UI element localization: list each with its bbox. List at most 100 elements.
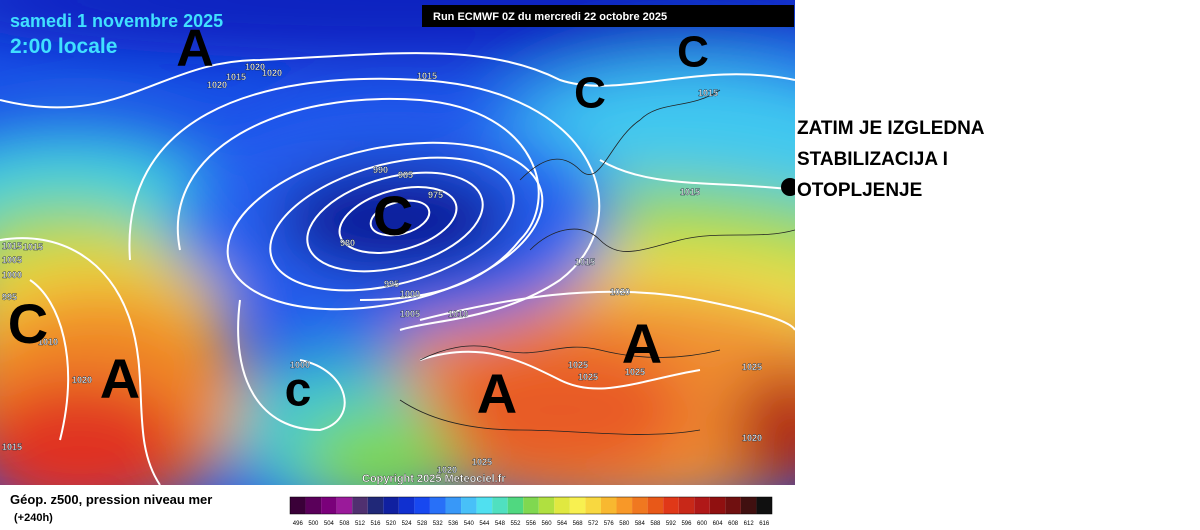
scale-swatch <box>663 497 679 514</box>
scale-label: 524 <box>402 521 413 527</box>
scale-label: 608 <box>728 521 739 527</box>
pressure-label: 995 <box>2 292 17 302</box>
scale-swatch <box>461 497 477 514</box>
scale-label: 552 <box>510 521 521 527</box>
scale-swatch <box>305 497 322 514</box>
scale-swatch <box>414 497 430 514</box>
scale-swatch <box>756 497 772 514</box>
pressure-label: 1020 <box>610 287 630 297</box>
scale-label: 504 <box>324 521 335 527</box>
scale-label: 568 <box>573 521 584 527</box>
scale-label: 556 <box>526 521 537 527</box>
low-center: C <box>574 69 606 118</box>
valid-time: 2:00 locale <box>10 35 117 58</box>
scale-label: 564 <box>557 521 568 527</box>
scale-label: 572 <box>588 521 599 527</box>
pressure-label: 1010 <box>448 309 468 319</box>
pressure-label: 1015 <box>698 88 718 98</box>
scale-swatch <box>367 497 384 514</box>
high-center: A <box>622 312 662 375</box>
run-info: Run ECMWF 0Z du mercredi 22 octobre 2025 <box>433 11 667 23</box>
pressure-label: 995 <box>384 279 399 289</box>
pressure-label: 980 <box>340 238 355 248</box>
scale-swatch <box>569 497 586 514</box>
scale-label: 536 <box>448 521 459 527</box>
scale-label: 548 <box>495 521 506 527</box>
scale-label: 616 <box>759 521 770 527</box>
scale-label: 540 <box>464 521 475 527</box>
scale-swatch <box>445 497 462 514</box>
caption-line: ZATIM JE IZGLEDNA <box>797 118 985 139</box>
scale-swatch <box>585 497 601 514</box>
scale-border <box>289 496 773 515</box>
pressure-label: 1000 <box>400 289 420 299</box>
scale-label: 520 <box>386 521 397 527</box>
scale-swatch <box>616 497 633 514</box>
scale-swatch <box>321 497 337 514</box>
pressure-label: 1025 <box>472 457 492 467</box>
map: 1020 1015 1020 1020 1015 1015 990 985 97… <box>0 0 795 485</box>
scale-swatch <box>507 497 524 514</box>
low-center: c <box>285 364 312 417</box>
pressure-label: 1015 <box>575 257 595 267</box>
scale-swatch <box>694 497 710 514</box>
copyright: Copyright 2025 Meteociel.fr <box>362 473 506 485</box>
scale-swatch <box>740 497 757 514</box>
scale-label: 596 <box>681 521 692 527</box>
scale-label: 592 <box>666 521 677 527</box>
pressure-label: 1015 <box>23 242 43 252</box>
scale-swatch <box>429 497 446 514</box>
scale-swatch <box>523 497 539 514</box>
pressure-label: 1020 <box>72 375 92 385</box>
scale-label: 560 <box>542 521 553 527</box>
pressure-label: 1020 <box>245 62 265 72</box>
pressure-centers: A C C C C A c A A <box>8 20 709 425</box>
scale-swatch <box>476 497 493 514</box>
scale-swatch <box>352 497 368 514</box>
partial-center <box>781 178 795 196</box>
pressure-label: 1010 <box>38 337 58 347</box>
pressure-label: 1015 <box>417 71 437 81</box>
scale-swatch <box>709 497 726 514</box>
pressure-label: 1015 <box>2 241 22 251</box>
low-center: C <box>373 184 413 247</box>
scale-swatch <box>600 497 617 514</box>
scale-label: 604 <box>713 521 724 527</box>
pressure-label: 1020 <box>437 465 457 475</box>
pressure-label: 1020 <box>742 433 762 443</box>
scale-swatch <box>398 497 415 514</box>
caption-line: OTOPLJENJE <box>797 180 922 201</box>
pressure-label: 1020 <box>262 68 282 78</box>
scale-label: 512 <box>355 521 366 527</box>
run-banner <box>422 5 794 27</box>
scale-swatch <box>725 497 741 514</box>
scale-swatch <box>336 497 353 514</box>
pressure-label: 1025 <box>568 360 588 370</box>
pressure-label: 1005 <box>2 255 22 265</box>
pressure-label: 1005 <box>400 309 420 319</box>
pressure-label: 1025 <box>578 372 598 382</box>
isobars <box>0 52 795 485</box>
scale-label: 500 <box>308 521 319 527</box>
pressure-label: 990 <box>373 165 388 175</box>
caption-line: STABILIZACIJA I <box>797 149 948 170</box>
scale-label: 508 <box>339 521 350 527</box>
pressure-label: 975 <box>428 190 443 200</box>
pressure-label: 1015 <box>680 187 700 197</box>
pressure-label: 1025 <box>742 362 762 372</box>
low-center: C <box>677 28 709 77</box>
valid-date: samedi 1 novembre 2025 <box>10 11 223 31</box>
scale-swatch <box>678 497 695 514</box>
pressure-label: 985 <box>398 170 413 180</box>
color-scale: 496 500 504 508 512 516 520 524 528 532 536 540 544 5… <box>289 496 773 527</box>
scale-swatch <box>290 497 306 514</box>
scale-label: 528 <box>417 521 428 527</box>
pressure-label: 1020 <box>207 80 227 90</box>
pressure-label: 1025 <box>625 367 645 377</box>
scale-swatch <box>554 497 570 514</box>
scale-swatch <box>492 497 508 514</box>
legend-title: Géop. z500, pression niveau mer <box>10 492 212 507</box>
scale-swatch <box>383 497 399 514</box>
scale-label: 576 <box>604 521 615 527</box>
